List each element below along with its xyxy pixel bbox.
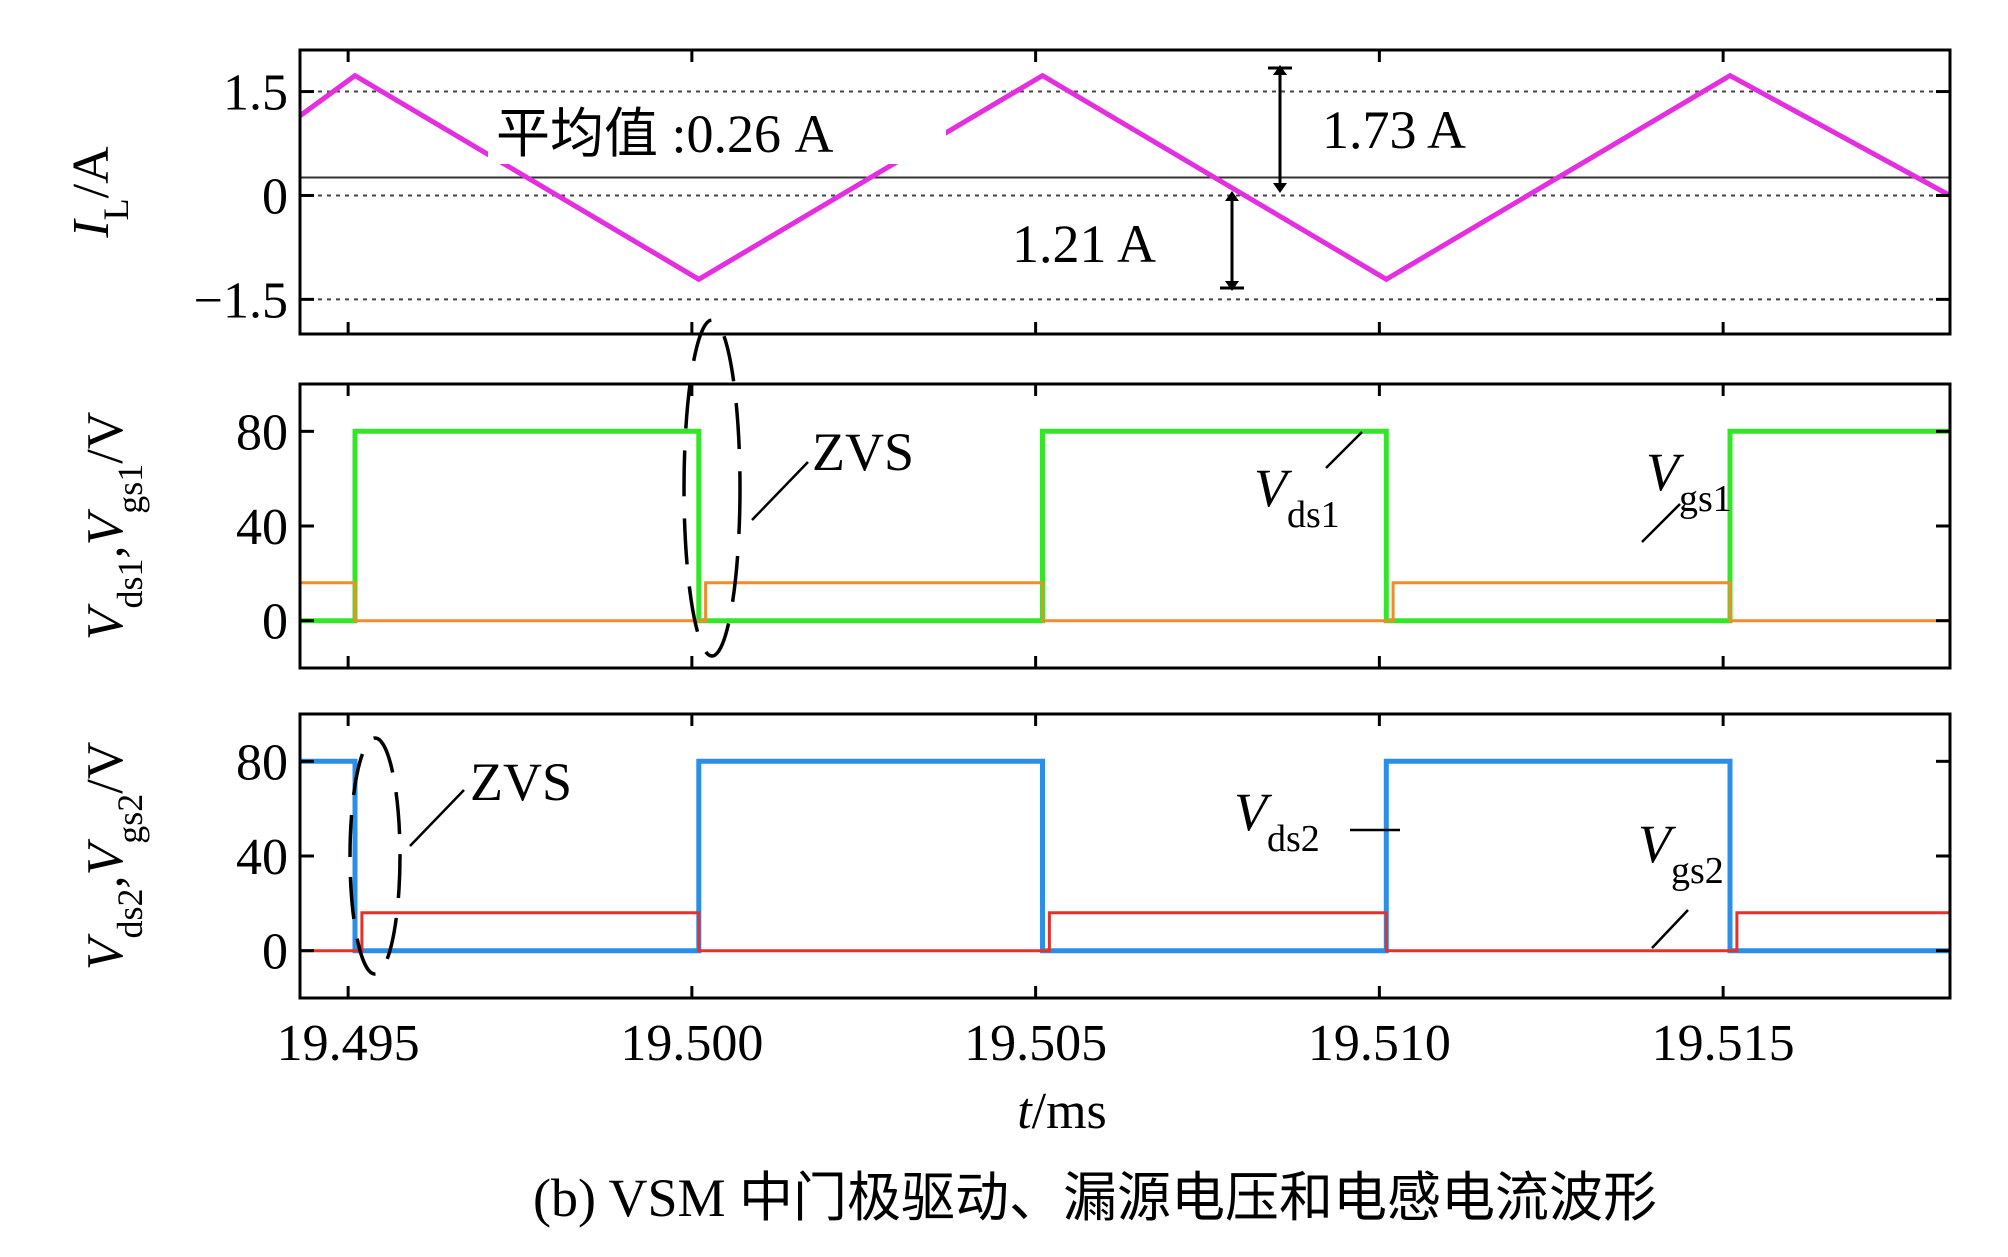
y-axis-label: Vds2,Vgs2/V xyxy=(77,742,150,971)
zvs-highlight-ellipse xyxy=(348,736,402,976)
vds2-label-sub: ds2 xyxy=(1267,818,1320,860)
series-line-vds1 xyxy=(300,428,1950,624)
vds2-label-main: V xyxy=(1234,782,1273,842)
y-label-part-1: V xyxy=(77,603,134,640)
y-label-main: I xyxy=(63,218,120,239)
x-axis-label: t/ms xyxy=(1017,1083,1107,1140)
vds2-label: Vds2 xyxy=(1234,782,1320,860)
x-tick-label: 19.495 xyxy=(277,1015,420,1072)
panel-inductor-current: 1.5 0 −1.5 IL/A 平均值 :0.26 A 1.73 A 1.21 A xyxy=(63,48,1952,336)
mean-value-label: 平均值 :0.26 A xyxy=(496,104,834,164)
y-tick-label: 40 xyxy=(236,499,288,556)
y-tick-label: 0 xyxy=(262,168,288,225)
vds1-label: Vds1 xyxy=(1254,458,1340,536)
valley-amplitude-label: 1.21 A xyxy=(1012,214,1156,274)
vgs1-leader-line xyxy=(1641,503,1681,543)
panel-frame xyxy=(298,382,1952,670)
y-label-sub: L xyxy=(96,198,136,220)
zvs-label: ZVS xyxy=(470,752,572,812)
y-label-part-5: /V xyxy=(77,742,134,794)
y-label-part-3: ,V xyxy=(77,509,134,559)
vgs2-label-sub: gs2 xyxy=(1671,850,1724,892)
x-tick-label: 19.510 xyxy=(1308,1015,1451,1072)
y-label-part-4: gs1 xyxy=(110,464,150,514)
zvs-highlight-ellipse xyxy=(682,318,742,658)
panel-frame xyxy=(298,712,1952,1000)
y-label-part-5: /V xyxy=(77,412,134,464)
y-tick-label: −1.5 xyxy=(194,272,288,329)
peak-amplitude-label: 1.73 A xyxy=(1322,100,1466,160)
vgs1-label-main: V xyxy=(1646,442,1685,502)
zvs-label: ZVS xyxy=(812,422,914,482)
y-tick-label: 1.5 xyxy=(223,65,288,122)
y-tick-label: 80 xyxy=(236,404,288,461)
x-tick-label: 19.505 xyxy=(964,1015,1107,1072)
series-line-vgs1 xyxy=(300,581,1950,623)
x-tick-label: 19.515 xyxy=(1652,1015,1795,1072)
x-label-variable: t xyxy=(1017,1083,1033,1140)
y-label-part-4: gs2 xyxy=(110,794,150,844)
x-label-unit: /ms xyxy=(1032,1083,1107,1140)
y-axis-label: IL/A xyxy=(63,146,136,239)
mean-label-bg xyxy=(488,100,946,164)
series-line-vgs2 xyxy=(300,911,1950,953)
x-tick-label: 19.500 xyxy=(620,1015,763,1072)
zvs-leader-line xyxy=(751,461,809,521)
vgs2-label: Vgs2 xyxy=(1638,814,1724,892)
x-axis-ticks: 19.495 19.500 19.505 19.510 19.515 xyxy=(277,1015,1795,1072)
panel-frame xyxy=(298,48,1952,336)
y-label-part-1: V xyxy=(77,933,134,970)
figure-caption: (b) VSM 中门极驱动、漏源电压和电感电流波形 xyxy=(533,1168,1657,1228)
zvs-leader-line xyxy=(409,789,465,847)
vds1-label-main: V xyxy=(1254,458,1293,518)
y-label-part-2: ds2 xyxy=(110,889,150,939)
y-axis-label: Vds1,Vgs1/V xyxy=(77,412,150,641)
vgs1-label: Vgs1 xyxy=(1646,442,1732,520)
y-label-part-3: ,V xyxy=(77,839,134,889)
y-tick-label: 40 xyxy=(236,829,288,886)
vgs2-label-main: V xyxy=(1638,814,1677,874)
y-label-unit: /A xyxy=(63,146,120,198)
y-label-part-2: ds1 xyxy=(110,559,150,609)
y-tick-label: 80 xyxy=(236,734,288,791)
series-line-il-0 xyxy=(298,72,1952,283)
series-line-vds2 xyxy=(300,758,1950,954)
y-tick-label: 0 xyxy=(262,594,288,651)
vds1-leader-line xyxy=(1325,431,1363,469)
vds1-label-sub: ds1 xyxy=(1287,494,1340,536)
y-tick-label: 0 xyxy=(262,924,288,981)
vgs1-label-sub: gs1 xyxy=(1679,478,1732,520)
vgs2-leader-line xyxy=(1651,909,1689,949)
